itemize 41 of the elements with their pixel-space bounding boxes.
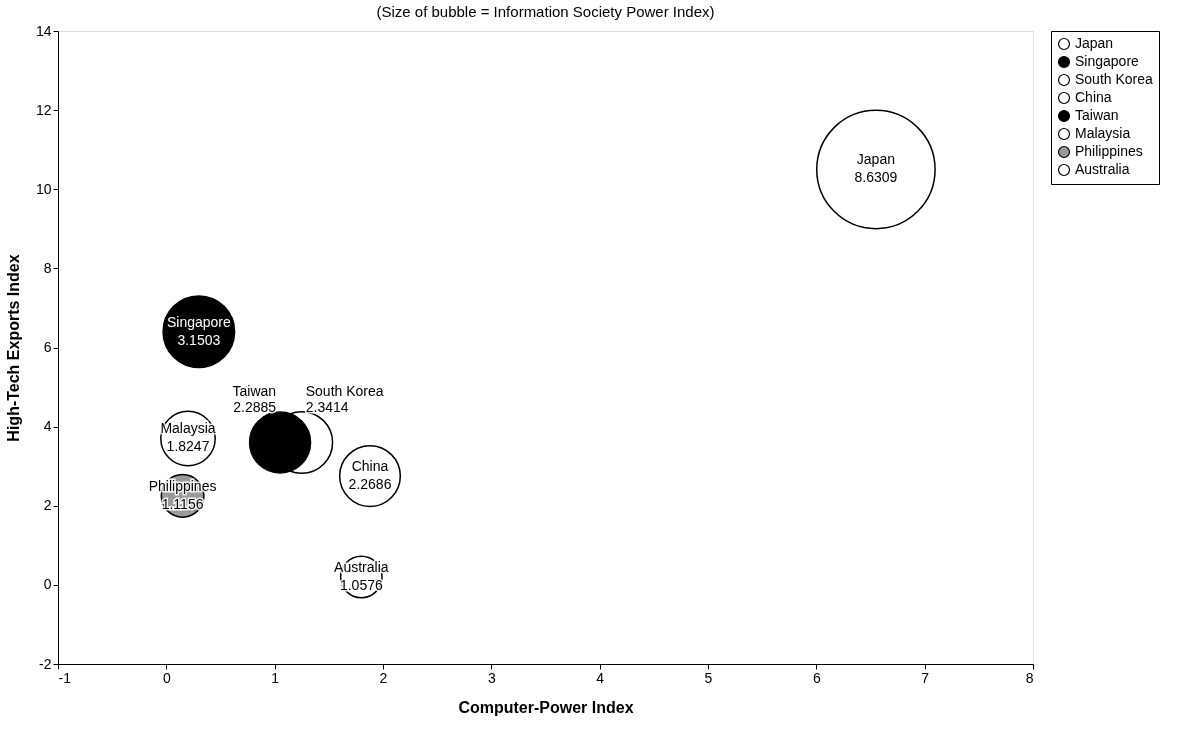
y-tick-label: 14 <box>35 22 52 39</box>
y-tick-label: 0 <box>43 576 52 593</box>
data-label: 2.3414 <box>305 398 349 415</box>
legend-label: Malaysia <box>1075 125 1131 141</box>
y-tick-label: 4 <box>43 418 52 435</box>
legend-label: China <box>1075 89 1112 105</box>
y-axis-title: High-Tech Exports Index <box>4 254 22 442</box>
text: China <box>351 458 389 475</box>
data-label: 8.6309 <box>854 169 898 186</box>
legend-label: Philippines <box>1075 143 1143 159</box>
data-label: 2.2885 <box>233 398 277 415</box>
y-tick-label: 6 <box>43 339 52 355</box>
data-label: 3.1503 <box>177 331 221 348</box>
y-tick-label: -2 <box>39 655 52 672</box>
data-label: 1.8247 <box>166 438 210 455</box>
data-label: 2.2686 <box>348 476 392 493</box>
text: Japan <box>856 151 895 168</box>
y-tick-label: 10 <box>35 180 52 197</box>
x-axis-title: Computer-Power Index <box>458 698 634 716</box>
legend-label: Taiwan <box>1075 107 1119 123</box>
y-tick-label: 2 <box>43 497 52 514</box>
x-tick-label: 2 <box>379 669 388 686</box>
x-tick-label: -1 <box>58 669 72 686</box>
x-tick-label: 8 <box>1025 669 1034 686</box>
x-tick-label: 1 <box>271 669 280 686</box>
x-tick-label: 0 <box>162 669 171 686</box>
legend-label: South Korea <box>1075 71 1154 87</box>
x-tick-label: 5 <box>704 669 713 686</box>
text: Taiwan <box>232 382 277 399</box>
x-tick-label: 4 <box>596 669 605 686</box>
y-tick-label: 12 <box>35 101 52 118</box>
text: Singapore <box>166 313 231 330</box>
x-tick-label: 7 <box>921 669 930 686</box>
text: South Korea <box>305 382 384 399</box>
chart-title: (Size of bubble = Information Society Power Index) <box>376 3 715 20</box>
legend-label: Australia <box>1075 161 1130 177</box>
x-tick-label: 3 <box>487 669 496 686</box>
legend-label: Singapore <box>1075 53 1140 69</box>
y-tick-label: 8 <box>43 259 52 276</box>
legend-label: Japan <box>1075 35 1114 51</box>
x-tick-label: 6 <box>812 669 821 686</box>
